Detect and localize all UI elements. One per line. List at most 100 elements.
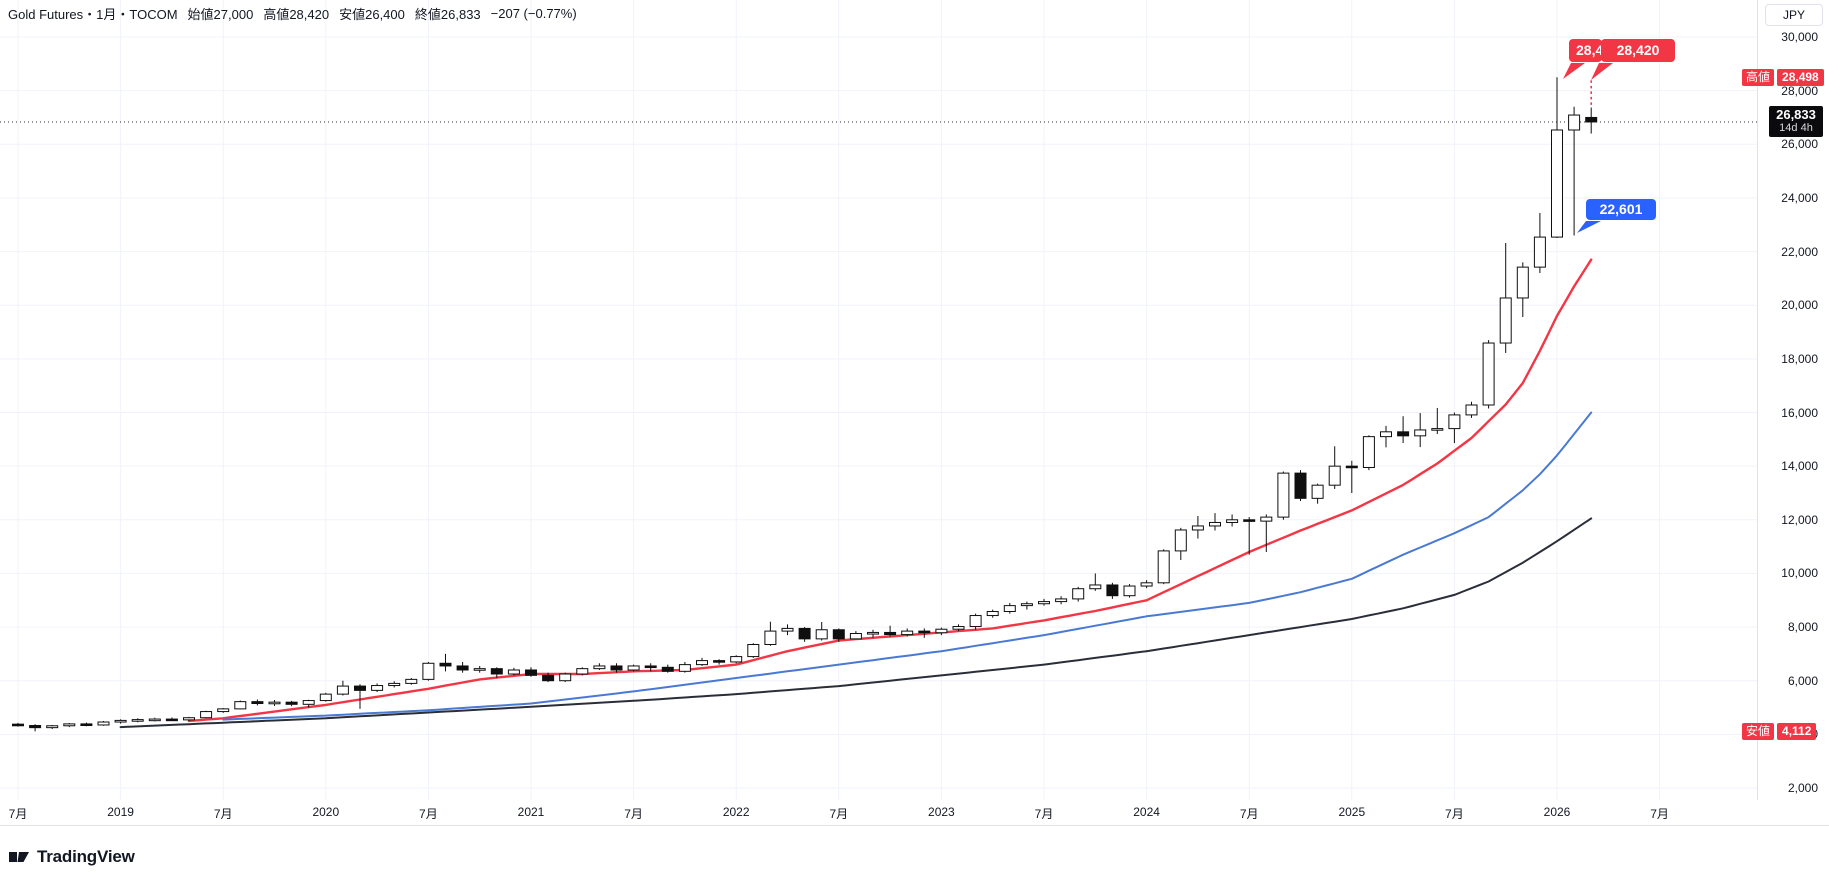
candle-up[interactable]: [1140, 582, 1153, 587]
symbol-legend[interactable]: Gold Futures・1月・TOCOM 始値27,000 高値28,420 …: [8, 4, 587, 22]
candle-down[interactable]: [661, 666, 674, 672]
candle-up[interactable]: [1038, 601, 1050, 605]
currency-toggle-button[interactable]: JPY: [1765, 4, 1823, 26]
candle-down[interactable]: [610, 665, 623, 671]
candle-up[interactable]: [1380, 431, 1392, 438]
candle-up[interactable]: [234, 701, 247, 710]
candle-up[interactable]: [1362, 436, 1375, 468]
candle-down[interactable]: [80, 723, 93, 726]
candle-up[interactable]: [867, 631, 879, 635]
candle-down[interactable]: [1585, 116, 1598, 123]
candlestick-chart-pane[interactable]: [0, 0, 1757, 800]
candle-down[interactable]: [644, 665, 657, 669]
candle-down[interactable]: [251, 701, 264, 705]
candle-up[interactable]: [405, 678, 418, 684]
candle-up[interactable]: [1328, 465, 1341, 486]
candle-down[interactable]: [713, 660, 726, 663]
candle-up[interactable]: [97, 721, 110, 726]
candle-down[interactable]: [456, 665, 469, 671]
candle-up[interactable]: [507, 669, 520, 675]
candle-up[interactable]: [696, 660, 708, 666]
candle-up[interactable]: [935, 628, 948, 634]
candle-up[interactable]: [1533, 236, 1546, 268]
candle-up[interactable]: [1551, 129, 1563, 238]
candle-up[interactable]: [1191, 525, 1204, 531]
candle-up[interactable]: [1311, 484, 1324, 499]
candle-up[interactable]: [1020, 603, 1033, 607]
candle-down[interactable]: [798, 627, 811, 640]
candle-up[interactable]: [148, 718, 161, 722]
candle-up[interactable]: [781, 627, 794, 632]
candle-up[interactable]: [559, 673, 572, 682]
candle-up[interactable]: [576, 668, 589, 675]
candle-up[interactable]: [730, 656, 743, 663]
price-axis[interactable]: 30,000 28,000 26,000 24,000 22,000 20,000 18,0…: [1757, 0, 1829, 826]
candle-down[interactable]: [1397, 431, 1410, 437]
candle-down[interactable]: [490, 668, 503, 675]
candle-up[interactable]: [46, 725, 59, 729]
tradingview-watermark[interactable]: TradingView: [8, 846, 135, 868]
candle-down[interactable]: [884, 631, 897, 636]
candle-up[interactable]: [114, 719, 127, 723]
candle-down[interactable]: [1345, 465, 1358, 469]
candle-down[interactable]: [1243, 519, 1256, 522]
candle-up[interactable]: [1209, 521, 1221, 527]
candle-up[interactable]: [1055, 598, 1068, 603]
candle-up[interactable]: [1123, 585, 1136, 597]
candle-up[interactable]: [336, 685, 349, 695]
candle-up[interactable]: [849, 633, 862, 640]
candle-down[interactable]: [29, 725, 42, 729]
candle-up[interactable]: [1089, 584, 1102, 590]
candle-down[interactable]: [285, 701, 298, 705]
candle-up[interactable]: [1260, 516, 1273, 522]
candle-up[interactable]: [1465, 404, 1478, 416]
candle-up[interactable]: [63, 723, 76, 727]
candle-up[interactable]: [969, 615, 982, 628]
candle-down[interactable]: [165, 718, 178, 722]
candle-up[interactable]: [473, 668, 486, 671]
candle-up[interactable]: [1516, 266, 1529, 299]
candle-up[interactable]: [986, 611, 999, 617]
candle-up[interactable]: [593, 665, 606, 670]
candle-down[interactable]: [832, 629, 845, 640]
candle-up[interactable]: [422, 662, 435, 680]
candle-up[interactable]: [183, 717, 195, 721]
candle-down[interactable]: [542, 674, 555, 682]
candle-up[interactable]: [1157, 550, 1170, 584]
candle-up[interactable]: [1448, 414, 1461, 430]
candle-up[interactable]: [200, 711, 213, 719]
candle-up[interactable]: [764, 630, 777, 646]
candle-down[interactable]: [525, 669, 537, 676]
candle-up[interactable]: [388, 682, 401, 687]
candle-down[interactable]: [1106, 584, 1119, 597]
candle-up[interactable]: [1226, 519, 1239, 523]
candle-up[interactable]: [217, 708, 230, 713]
candle-down[interactable]: [1294, 472, 1307, 499]
candle-up[interactable]: [901, 630, 914, 636]
time-axis[interactable]: 7月 2019 7月 2020 7月 2021 7月 2022 7月 2023 7月 2024 7月 20…: [0, 800, 1829, 826]
candle-up[interactable]: [627, 665, 640, 671]
candle-up[interactable]: [1499, 297, 1512, 344]
candle-up[interactable]: [302, 700, 315, 705]
candle-down[interactable]: [12, 723, 24, 727]
candle-down[interactable]: [354, 685, 366, 691]
candle-up[interactable]: [815, 629, 828, 640]
symbol-title[interactable]: Gold Futures・1月・TOCOM: [8, 6, 178, 22]
candle-up[interactable]: [268, 701, 281, 705]
candle-up[interactable]: [1482, 342, 1495, 406]
candle-up[interactable]: [131, 719, 144, 722]
candle-up[interactable]: [1277, 472, 1290, 518]
candle-up[interactable]: [1003, 605, 1016, 613]
candle-up[interactable]: [371, 685, 384, 691]
candle-up[interactable]: [1072, 588, 1085, 600]
candle-up[interactable]: [1414, 429, 1427, 437]
candle-down[interactable]: [439, 662, 452, 667]
candle-up[interactable]: [1174, 529, 1187, 552]
candle-down[interactable]: [918, 630, 931, 634]
candle-up[interactable]: [1431, 428, 1444, 431]
candle-up[interactable]: [1568, 114, 1581, 131]
candle-up[interactable]: [952, 626, 965, 630]
candle-up[interactable]: [747, 644, 760, 658]
candle-up[interactable]: [678, 664, 691, 672]
candle-up[interactable]: [319, 693, 332, 702]
